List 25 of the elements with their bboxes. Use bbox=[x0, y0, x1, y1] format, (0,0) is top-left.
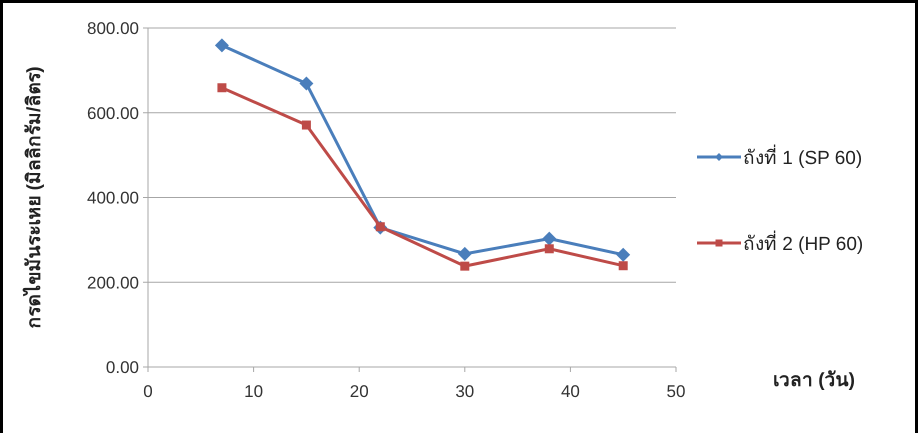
y-tick-label: 800.00 bbox=[87, 19, 139, 38]
point bbox=[299, 76, 314, 91]
legend-label: ถังที่ 1 (SP 60) bbox=[743, 144, 862, 169]
point bbox=[618, 261, 628, 270]
point bbox=[458, 246, 472, 261]
x-tick-label: 40 bbox=[560, 382, 580, 401]
x-tick-label: 30 bbox=[455, 382, 474, 401]
point bbox=[460, 262, 470, 271]
x-tick-label: 10 bbox=[244, 382, 264, 401]
legend-label: ถังที่ 2 (HP 60) bbox=[743, 230, 864, 255]
point bbox=[616, 248, 630, 262]
y-tick-label: 400.00 bbox=[87, 188, 139, 208]
y-axis-title: กรดไขมันระเหย (มิลลิกรัม/ลิตร) bbox=[22, 66, 45, 329]
y-tick-label: 0.00 bbox=[106, 358, 139, 377]
y-tick-label: 600.00 bbox=[87, 104, 139, 123]
point bbox=[214, 38, 229, 52]
y-tick-label: 200.00 bbox=[87, 273, 139, 292]
point bbox=[544, 244, 554, 254]
x-axis-title: เวลา (วัน) bbox=[773, 370, 855, 391]
x-tick-label: 0 bbox=[143, 382, 153, 401]
point bbox=[542, 232, 556, 246]
x-tick-label: 50 bbox=[666, 382, 686, 401]
point bbox=[302, 120, 311, 130]
x-tick-label: 20 bbox=[350, 382, 369, 401]
point bbox=[217, 83, 226, 92]
